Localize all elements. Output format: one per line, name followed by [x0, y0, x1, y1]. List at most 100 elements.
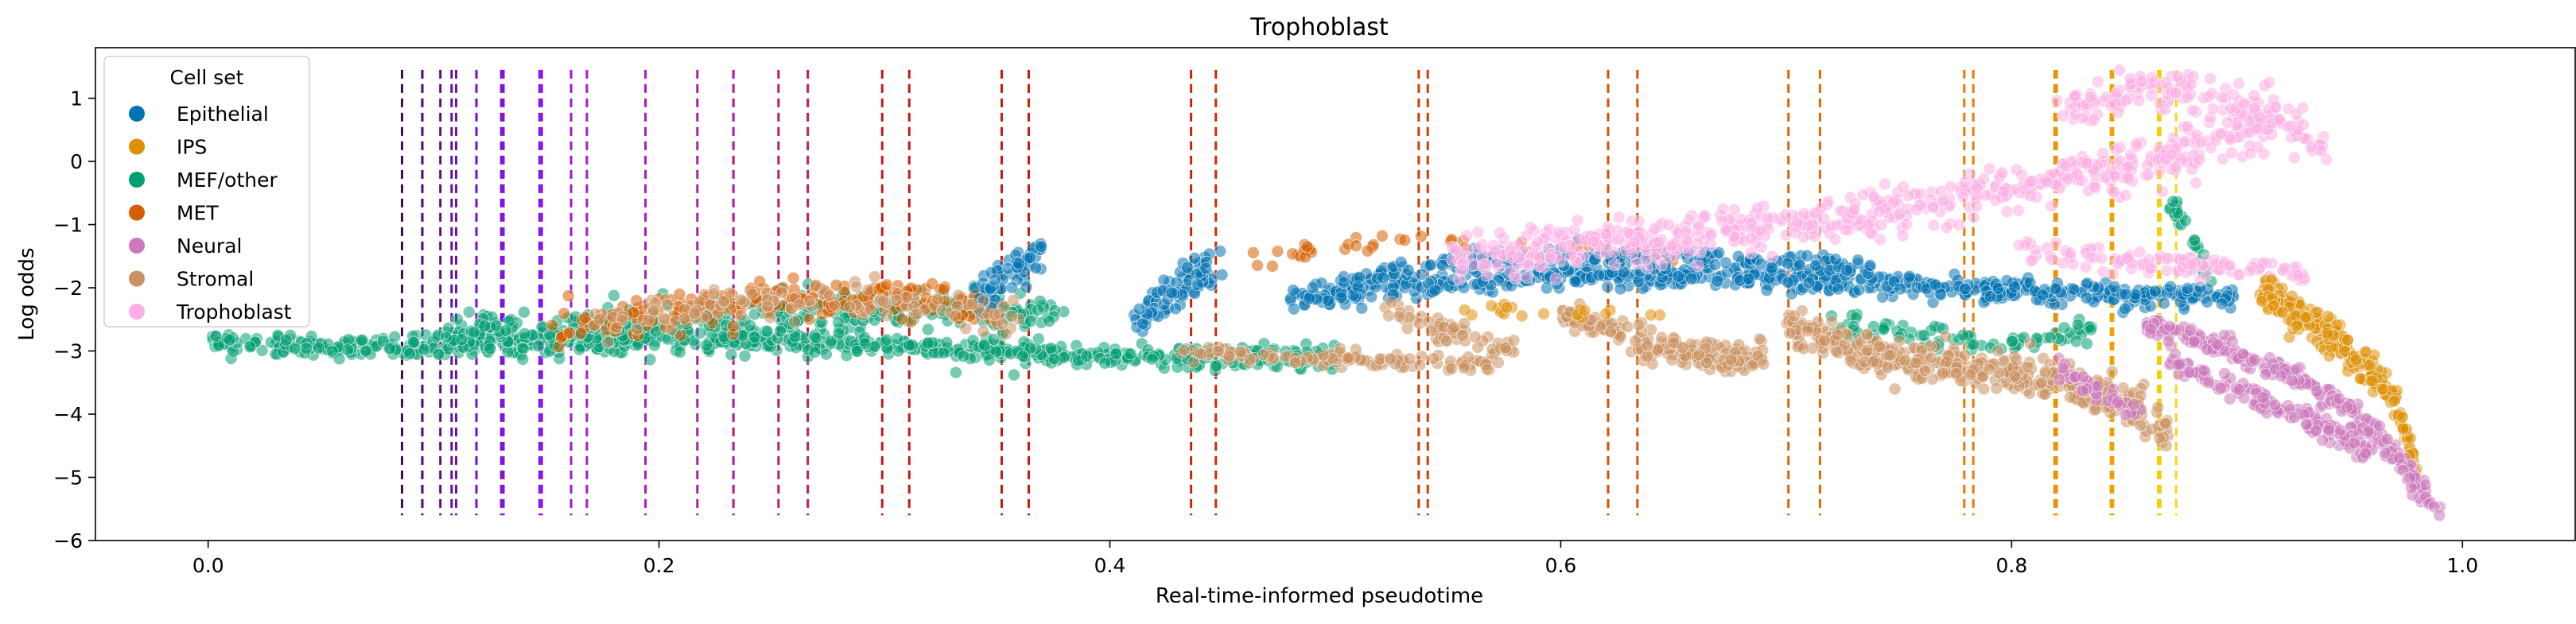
data-point	[1316, 348, 1330, 362]
data-point	[2119, 188, 2132, 202]
data-point	[808, 346, 822, 359]
data-point	[1744, 232, 1758, 245]
data-point	[1384, 352, 1397, 365]
data-point	[1569, 275, 1583, 289]
data-point	[1939, 330, 1952, 343]
data-point	[2275, 305, 2289, 319]
data-point	[1133, 302, 1146, 316]
data-point	[952, 289, 965, 302]
data-point	[1599, 307, 1613, 320]
data-point	[2108, 185, 2121, 199]
data-point	[610, 321, 623, 335]
data-point	[1520, 229, 1533, 242]
data-point	[1243, 353, 1257, 366]
data-point	[2143, 262, 2157, 275]
data-point	[2255, 295, 2268, 308]
legend-marker	[129, 304, 145, 320]
data-point	[2163, 320, 2177, 333]
data-point	[1626, 247, 1639, 261]
data-point	[467, 326, 480, 339]
data-point	[673, 288, 686, 301]
data-point	[2218, 367, 2232, 380]
data-point	[1900, 217, 1914, 231]
data-point	[1917, 328, 1931, 342]
data-point	[2225, 335, 2239, 348]
x-axis-ticks: 0.0 0.2 0.4 0.6 0.8 1.0	[192, 541, 2478, 577]
data-point	[1744, 246, 1758, 260]
data-point	[1979, 188, 1992, 202]
data-point	[1337, 276, 1350, 289]
x-axis-title: Real-time-informed pseudotime	[1156, 584, 1483, 608]
data-point	[2155, 184, 2169, 198]
data-point	[2113, 64, 2126, 77]
x-tick-label: 0.6	[1545, 554, 1577, 577]
legend: Cell set EpithelialIPSMEF/otherMETNeural…	[103, 56, 310, 328]
data-point	[823, 289, 836, 302]
data-point	[2134, 419, 2147, 432]
data-point	[832, 316, 845, 329]
data-point	[1478, 258, 1490, 271]
data-point	[2232, 77, 2246, 90]
data-point	[1781, 276, 1795, 289]
y-tick-label: −1	[53, 214, 83, 237]
data-point	[1322, 294, 1335, 308]
data-point	[1655, 331, 1669, 344]
data-point	[1976, 370, 1989, 383]
data-point	[2151, 401, 2165, 414]
data-point	[2088, 113, 2100, 126]
data-point	[288, 342, 301, 355]
data-point	[418, 343, 430, 356]
data-point	[1829, 253, 1842, 266]
data-point	[2304, 140, 2318, 153]
data-point	[300, 342, 313, 355]
data-point	[1215, 268, 1229, 281]
data-point	[891, 332, 903, 345]
data-point	[1760, 284, 1774, 297]
data-point	[2038, 387, 2052, 401]
data-point	[2011, 203, 2025, 217]
data-point	[1918, 364, 1932, 378]
data-point	[2024, 189, 2038, 203]
data-point	[1750, 201, 1764, 215]
data-point	[2127, 397, 2140, 411]
data-point	[1676, 341, 1689, 355]
data-point	[2273, 113, 2287, 126]
data-point	[775, 286, 788, 300]
legend-label: Epithelial	[177, 103, 269, 126]
data-point	[1537, 307, 1550, 320]
data-point	[1831, 328, 1844, 342]
data-point	[1355, 301, 1369, 315]
data-point	[1648, 222, 1661, 235]
data-point	[1839, 223, 1852, 237]
data-point	[1398, 234, 1412, 247]
y-axis-ticks: 10−1−2−3−4−5−6	[53, 87, 95, 552]
data-point	[2108, 280, 2121, 293]
data-point	[1288, 356, 1302, 370]
data-point	[950, 366, 962, 379]
data-point	[1024, 251, 1037, 265]
data-point	[1665, 239, 1678, 253]
data-point	[1020, 281, 1033, 294]
data-point	[2119, 94, 2133, 107]
data-point	[2064, 390, 2077, 404]
data-point	[1684, 272, 1698, 285]
data-point	[1604, 325, 1617, 339]
data-point	[2040, 175, 2053, 188]
data-point	[2119, 288, 2132, 301]
data-point	[2248, 102, 2261, 114]
data-point	[1521, 271, 1533, 284]
data-point	[1480, 269, 1494, 282]
data-point	[717, 295, 731, 308]
data-point	[2144, 323, 2158, 336]
data-point	[2120, 251, 2134, 265]
x-tick-label: 1.0	[2446, 554, 2478, 577]
data-point	[1649, 250, 1662, 264]
data-point	[1863, 258, 1877, 272]
data-point	[1209, 360, 1222, 373]
data-point	[2188, 233, 2201, 246]
data-point	[2069, 335, 2083, 348]
data-point	[1287, 284, 1300, 297]
data-point	[1964, 368, 1977, 382]
data-point	[593, 312, 606, 326]
data-point	[2010, 353, 2023, 366]
